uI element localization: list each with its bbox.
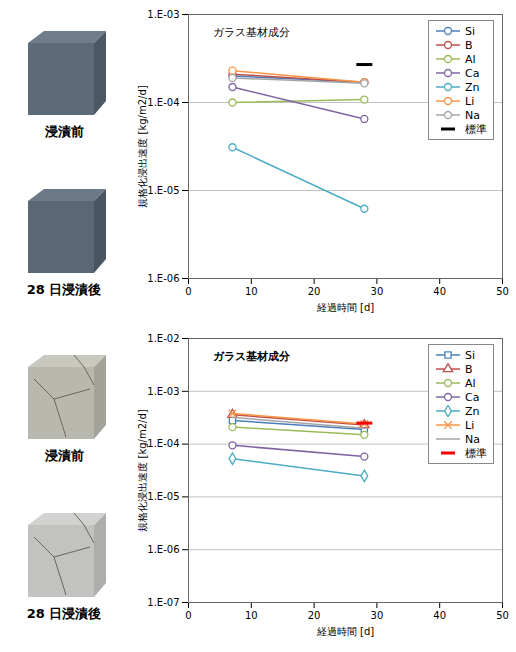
svg-text:20: 20 [308,286,321,297]
html-text:28 日浸漬後: 28 日浸漬後 [26,282,102,297]
svg-text:1.E-03: 1.E-03 [147,386,179,397]
svg-text:1.E-03: 1.E-03 [147,9,179,20]
html-text:Si: Si [465,24,475,38]
html-text:浸漬前: 浸漬前 [44,448,84,463]
html-text:Ca: Ca [465,390,480,404]
svg-text:30: 30 [371,610,384,621]
svg-text:40: 40 [433,610,446,621]
html-text:標準: 標準 [465,446,487,460]
svg-text:1.E-06: 1.E-06 [147,273,179,284]
html-text:標準: 標準 [465,122,487,136]
html-text:Zn: Zn [465,404,480,418]
svg-text:1.E-02: 1.E-02 [147,333,179,344]
svg-text:40: 40 [433,286,446,297]
svg-text:30: 30 [371,286,384,297]
svg-text:50: 50 [496,286,509,297]
svg-text:1.E-07: 1.E-07 [147,597,179,608]
svg-text:経過時間 [d]: 経過時間 [d] [316,302,374,313]
svg-text:20: 20 [308,610,321,621]
html-text:Si: Si [465,348,475,362]
svg-text:0: 0 [185,286,191,297]
svg-text:50: 50 [496,610,509,621]
svg-text:10: 10 [245,610,258,621]
html-text:Li: Li [465,418,475,432]
svg-text:0: 0 [185,610,191,621]
svg-text:1.E-06: 1.E-06 [147,544,179,555]
svg-text:1.E-04: 1.E-04 [147,97,179,108]
svg-text:1.E-05: 1.E-05 [147,185,179,196]
svg-text:ガラス基材成分: ガラス基材成分 [213,350,291,363]
svg-text:1.E-05: 1.E-05 [147,491,179,502]
html-text:Al: Al [465,52,476,66]
html-text:B: B [465,38,473,52]
html-text:浸漬前: 浸漬前 [44,124,84,139]
svg-text:ガラス基材成分: ガラス基材成分 [213,26,290,39]
svg-text:規格化浸出速度 [kg/m2/d]: 規格化浸出速度 [kg/m2/d] [137,409,148,531]
html-text:Zn: Zn [465,80,480,94]
html-text:Na: Na [465,432,480,446]
html-text:28 日浸漬後: 28 日浸漬後 [26,606,102,621]
svg-text:経過時間 [d]: 経過時間 [d] [316,626,374,637]
html-text:B: B [465,362,473,376]
html-text:Ca: Ca [465,66,480,80]
svg-text:10: 10 [245,286,258,297]
html-text:Al: Al [465,376,476,390]
svg-text:規格化浸出速度 [kg/m2/d]: 規格化浸出速度 [kg/m2/d] [137,85,148,207]
svg-text:1.E-04: 1.E-04 [147,438,179,449]
html-text:Na: Na [465,108,480,122]
html-text:Li: Li [465,94,475,108]
